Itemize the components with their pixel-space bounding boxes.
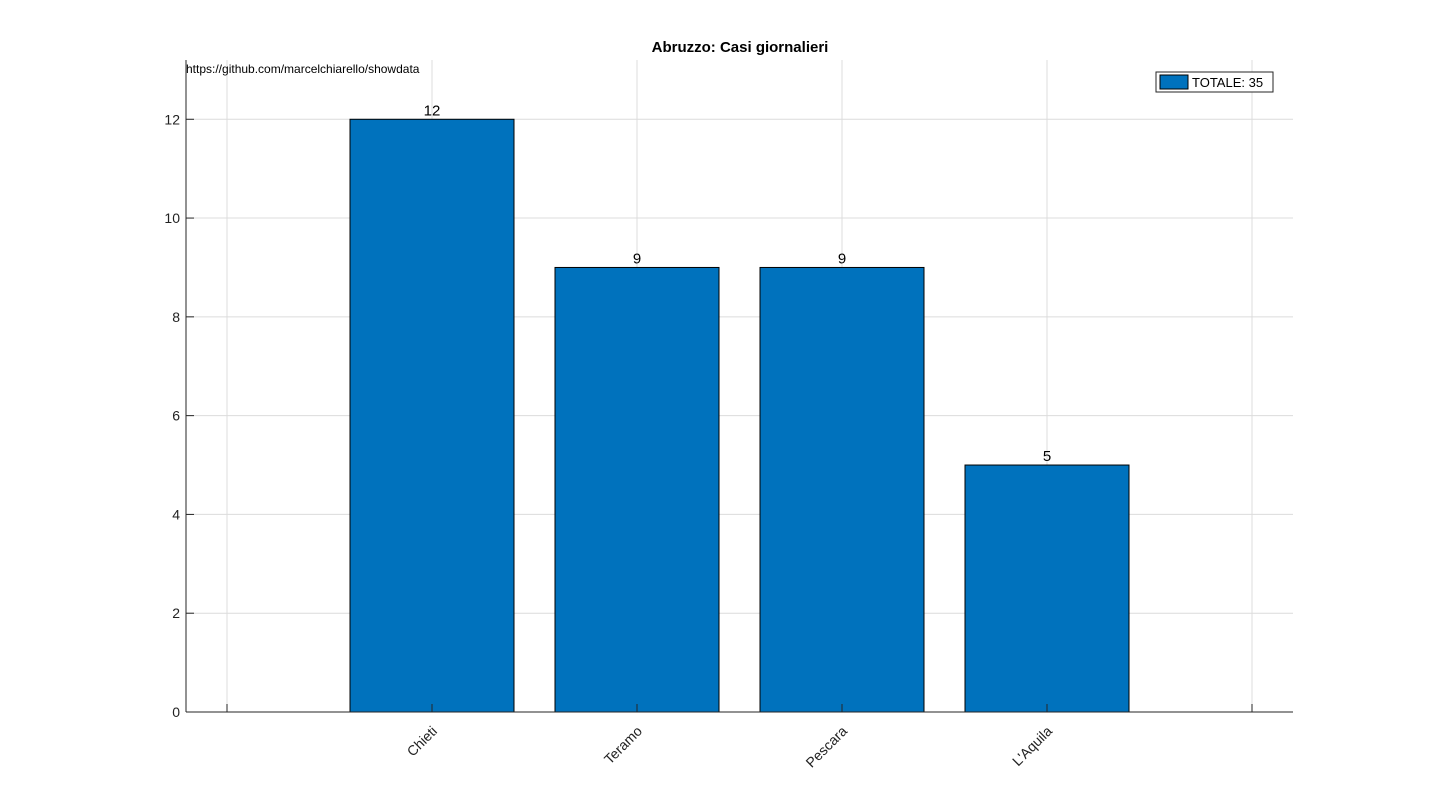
bar-l-aquila	[964, 464, 1130, 713]
source-annotation: https://github.com/marcelchiarello/showd…	[186, 62, 420, 76]
chart-title: Abruzzo: Casi giornalieri	[652, 39, 829, 56]
bar-pescara	[759, 266, 925, 713]
bars	[349, 118, 1130, 713]
data-label: 12	[424, 102, 441, 119]
category-label: Pescara	[802, 723, 850, 771]
bar-chieti	[349, 118, 515, 713]
category-label: Chieti	[403, 723, 440, 760]
legend: TOTALE: 35	[1155, 71, 1274, 93]
y-tick-label: 6	[172, 408, 180, 424]
y-tick-label: 4	[172, 506, 180, 522]
data-label: 9	[838, 250, 846, 267]
data-labels: 12 9 9 5	[424, 102, 1052, 465]
category-label: Teramo	[601, 723, 645, 767]
legend-swatch	[1159, 74, 1189, 90]
data-label: 9	[633, 250, 641, 267]
y-tick-label: 12	[164, 111, 180, 127]
data-label: 5	[1043, 448, 1051, 465]
category-label: L'Aquila	[1009, 723, 1055, 769]
y-tick-labels: 0 2 4 6 8 10 12	[164, 111, 180, 720]
x-tick-labels: Chieti Teramo Pescara L'Aquila	[403, 723, 1055, 771]
legend-label: TOTALE: 35	[1192, 75, 1263, 90]
axes	[185, 60, 1293, 713]
y-tick-label: 8	[172, 309, 180, 325]
y-tick-label: 10	[164, 210, 180, 226]
y-tick-label: 0	[172, 704, 180, 720]
bar-teramo	[554, 266, 720, 713]
y-tick-label: 2	[172, 605, 180, 621]
